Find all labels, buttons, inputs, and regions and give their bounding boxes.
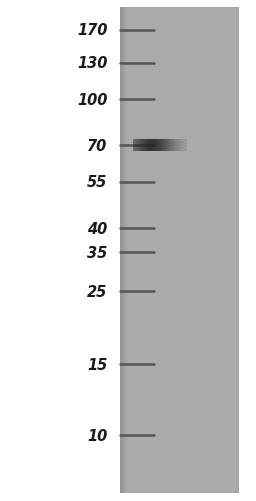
Text: 10: 10 [87,428,108,443]
Text: 25: 25 [87,285,108,299]
Text: 130: 130 [77,56,108,71]
Text: 35: 35 [87,245,108,261]
Bar [120,8,239,493]
Bar [237,8,238,493]
Text: 70: 70 [87,139,108,153]
Text: 40: 40 [87,221,108,236]
Bar [124,8,125,493]
Bar [120,8,122,493]
Text: 170: 170 [77,24,108,39]
Bar [122,8,123,493]
Bar [125,8,127,493]
Text: 55: 55 [87,175,108,190]
Text: 100: 100 [77,92,108,107]
Bar [238,8,239,493]
Bar [236,8,237,493]
Bar [123,8,124,493]
Text: 15: 15 [87,357,108,372]
